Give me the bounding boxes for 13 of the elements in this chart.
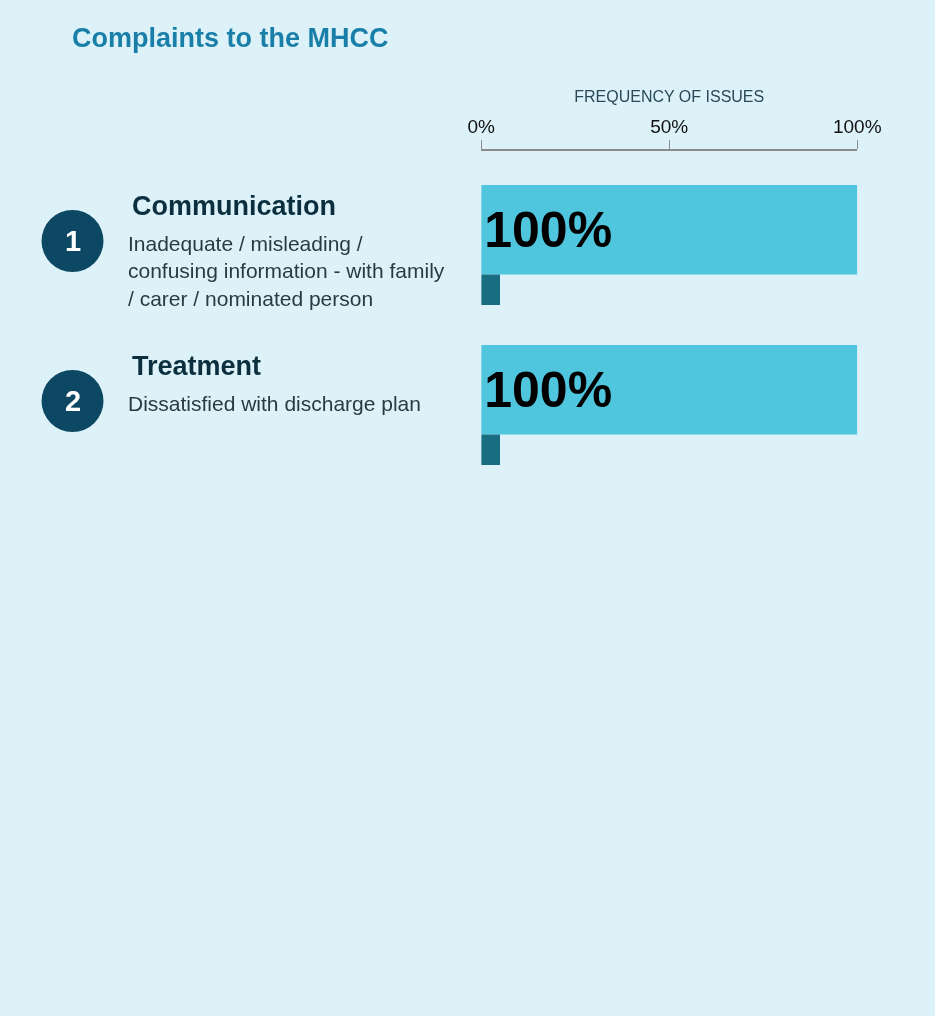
text: 1 (65, 225, 82, 257)
text: Complaints to the MHCC (72, 23, 389, 54)
x-tick-label: 50% (650, 115, 689, 137)
y-tick-label: Communication (132, 191, 337, 221)
text: 2 (65, 385, 82, 417)
x-tick-label: 100% (832, 115, 882, 137)
x-axis-title: FREQUENCY OF ISSUES (574, 88, 765, 106)
x-tick-label: 0% (467, 115, 496, 137)
y-tick-label: Treatment (132, 351, 262, 381)
text: Inadequate / misleading / confusing information - with family / carer / nominated person (128, 232, 445, 310)
text: Dissatisfied with discharge plan (128, 392, 421, 415)
data-label: 100% (484, 201, 613, 258)
data-label: 100% (484, 361, 613, 418)
